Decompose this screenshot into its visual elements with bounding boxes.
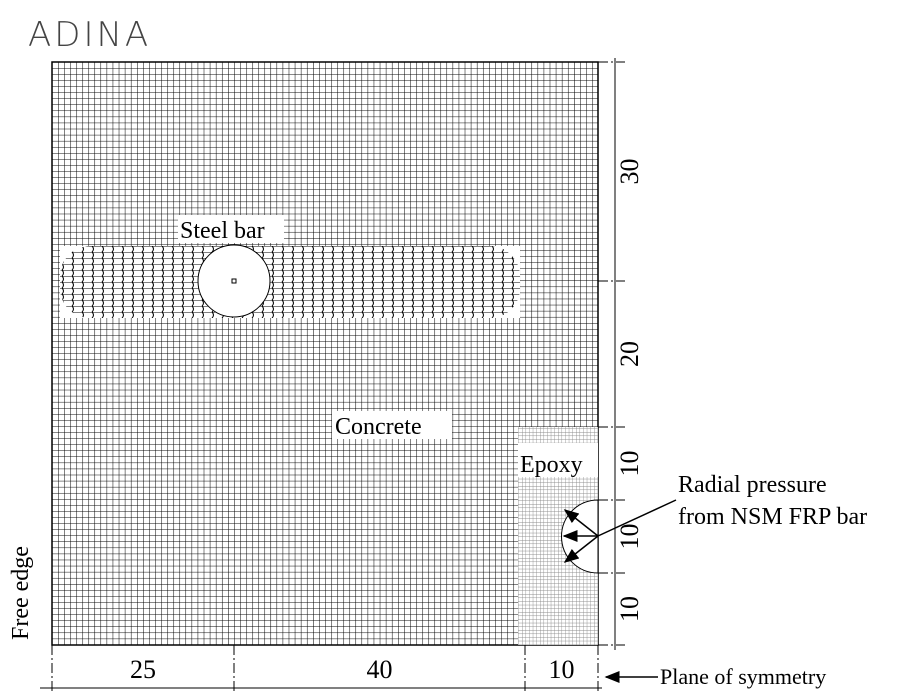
- dimension-label: 40: [367, 655, 393, 684]
- node: [231, 278, 237, 284]
- concrete-mesh: [51, 61, 599, 646]
- pressure-arrows: [562, 499, 677, 563]
- dimension-label: 25: [130, 655, 156, 684]
- logo: ADINA: [28, 15, 151, 55]
- bar-band-mesh: [60, 246, 520, 318]
- dimension-label: 20: [615, 341, 644, 367]
- radial-pressure-label: Radial pressure: [678, 472, 827, 498]
- label-bg: [332, 411, 452, 439]
- steel-bar-hole: [197, 244, 271, 318]
- symmetry-label: Plane of symmetry: [660, 664, 826, 689]
- dimension-label: 10: [615, 596, 644, 622]
- epoxy-label: Epoxy: [520, 452, 583, 478]
- label-bg: [178, 215, 284, 243]
- radial-pressure-label: from NSM FRP bar: [678, 504, 867, 530]
- epoxy-label-bg: [518, 443, 598, 477]
- dimension-label: 30: [615, 159, 644, 185]
- steel-bar-label: Steel bar: [180, 218, 265, 244]
- dimension-label: 10: [549, 655, 575, 684]
- dimension-lines: [51, 61, 625, 692]
- concrete-label: Concrete: [335, 414, 422, 440]
- dimension-label: 10: [615, 451, 644, 477]
- free-edge-label: Free edge: [8, 546, 34, 640]
- dimension-label: 10: [615, 524, 644, 550]
